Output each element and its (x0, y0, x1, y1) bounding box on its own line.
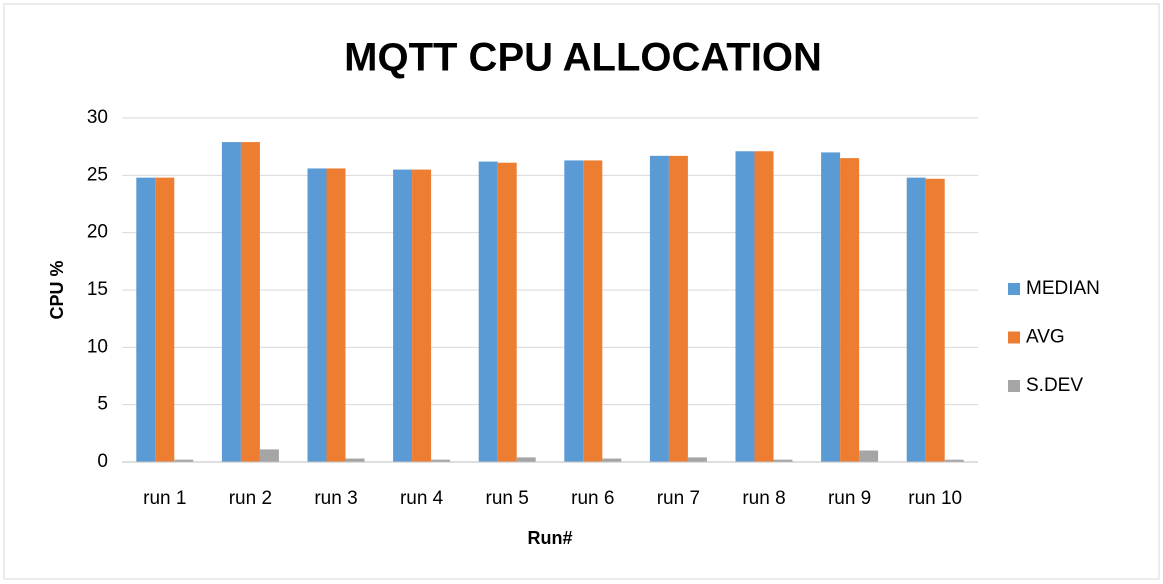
bar (687, 457, 707, 462)
bar (478, 161, 498, 462)
bar (240, 142, 260, 462)
bar (307, 168, 327, 462)
y-tick-label: 15 (87, 279, 108, 300)
legend-swatch (1008, 283, 1020, 295)
bar (497, 162, 517, 462)
bar (345, 458, 365, 462)
x-axis-label: Run# (528, 528, 573, 548)
x-tick-label: run 2 (229, 488, 272, 509)
bar (925, 178, 945, 463)
x-tick-label: run 9 (828, 488, 871, 509)
x-tick-label: run 6 (571, 488, 614, 509)
bar (906, 177, 926, 463)
bar (155, 177, 175, 463)
x-tick-label: run 5 (486, 488, 529, 509)
bar (754, 151, 774, 462)
y-axis-label: CPU % (47, 260, 67, 319)
x-tick-label: run 10 (908, 488, 962, 509)
bar (259, 449, 279, 462)
legend-swatch (1008, 331, 1020, 344)
bar (393, 169, 413, 462)
y-tick-label: 10 (87, 336, 108, 357)
chart-title: MQTT CPU ALLOCATION (344, 36, 822, 80)
bar (516, 457, 536, 462)
bar (668, 155, 688, 462)
bar (735, 151, 755, 462)
bar (649, 155, 669, 462)
bar (136, 177, 156, 463)
x-tick-label: run 7 (657, 488, 700, 509)
bar (859, 450, 879, 462)
bar (564, 160, 584, 462)
bar (602, 458, 622, 462)
bar (326, 168, 346, 462)
y-tick-label: 25 (87, 164, 108, 185)
bar (583, 160, 603, 462)
y-tick-label: 30 (87, 107, 108, 128)
bar (412, 169, 432, 462)
bar (944, 459, 964, 462)
legend-label: S.DEV (1026, 375, 1083, 396)
x-tick-label: run 8 (742, 488, 785, 509)
bar (840, 158, 860, 462)
x-tick-label: run 3 (314, 488, 357, 509)
y-tick-label: 20 (87, 222, 108, 243)
bar (174, 459, 194, 462)
bar (821, 152, 841, 462)
x-tick-label: run 4 (400, 488, 444, 509)
bar (431, 459, 451, 462)
y-tick-label: 5 (97, 394, 108, 415)
bar (221, 142, 241, 462)
x-tick-label: run 1 (143, 488, 186, 509)
bar (773, 459, 793, 462)
legend-label: AVG (1026, 327, 1065, 348)
legend-label: MEDIAN (1026, 278, 1100, 299)
legend-swatch (1008, 380, 1020, 392)
y-tick-label: 0 (97, 451, 108, 472)
